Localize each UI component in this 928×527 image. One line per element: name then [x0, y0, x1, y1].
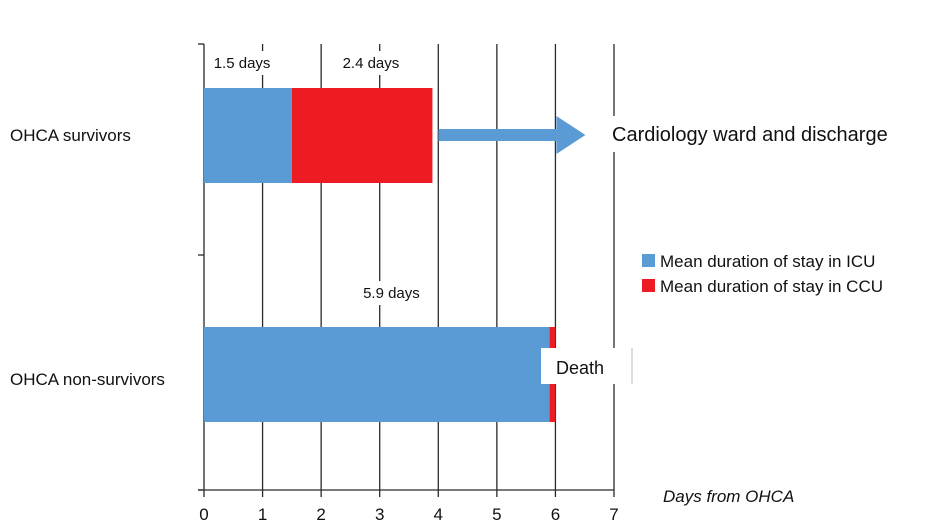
arrow-head [556, 116, 586, 154]
x-tick-label-2: 2 [316, 505, 325, 524]
bar-0-1 [291, 88, 433, 183]
category-label-0: OHCA survivors [10, 126, 131, 145]
data-label-0-1: 2.4 days [343, 55, 400, 72]
data-label-bg-0-1 [334, 51, 407, 75]
x-tick-label-7: 7 [609, 505, 618, 524]
labels: 1.5 days 2.4 days 5.9 days [206, 51, 428, 305]
bars [204, 88, 556, 422]
arrow-annotation-text: Cardiology ward and discharge [612, 124, 888, 146]
legend-label-ccu: Mean duration of stay in CCU [660, 277, 883, 296]
legend: Mean duration of stay in ICU Mean durati… [642, 252, 883, 296]
x-tick-label-5: 5 [492, 505, 501, 524]
bar-1-0 [204, 327, 550, 422]
data-label-0-0: 1.5 days [214, 55, 271, 72]
legend-label-icu: Mean duration of stay in ICU [660, 252, 875, 271]
arrow-shaft [438, 129, 557, 141]
category-label-1: OHCA non-survivors [10, 370, 165, 389]
x-tick-label-3: 3 [375, 505, 384, 524]
legend-swatch-ccu [642, 279, 655, 292]
data-label-1-0: 5.9 days [363, 285, 420, 302]
x-tick-label-6: 6 [551, 505, 560, 524]
bar-0-0 [204, 88, 292, 183]
x-tick-label-1: 1 [258, 505, 267, 524]
death-annotation-text: Death [556, 358, 604, 378]
data-label-bg-1-0 [355, 281, 428, 305]
arrow-text-bg [604, 116, 628, 152]
annotations [438, 116, 586, 154]
x-axis-title: Days from OHCA [663, 487, 794, 506]
death-label-box [541, 348, 633, 384]
x-tick-label-4: 4 [434, 505, 443, 524]
x-tick-label-0: 0 [199, 505, 208, 524]
data-label-bg-0-0 [206, 51, 279, 75]
legend-swatch-icu [642, 254, 655, 267]
